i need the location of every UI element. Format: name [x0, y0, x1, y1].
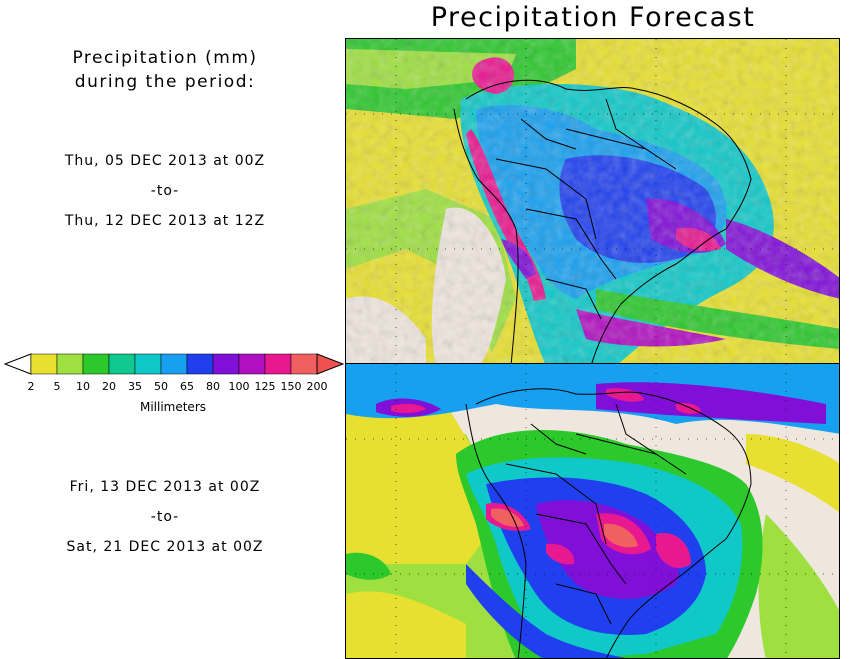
colorbar-tick-label: 35	[128, 380, 142, 393]
map-panel-period1	[345, 38, 840, 365]
colorbar-cell	[238, 353, 266, 375]
colorbar-tick-label: 100	[228, 380, 250, 393]
period2-end: Sat, 21 DEC 2013 at 00Z	[66, 539, 264, 555]
colorbar-cell	[264, 353, 292, 375]
period2-start: Fri, 13 DEC 2013 at 00Z	[69, 479, 261, 495]
colorbar-tick-label: 65	[180, 380, 194, 393]
colorbar-cell	[186, 353, 214, 375]
map-panel-period2	[345, 363, 840, 659]
colorbar-over-arrow	[316, 353, 345, 375]
colorbar	[3, 353, 345, 375]
colorbar-cell	[30, 353, 58, 375]
colorbar-cell	[134, 353, 162, 375]
colorbar-tick-label: 150	[280, 380, 302, 393]
colorbar-tick-label: 5	[53, 380, 61, 393]
colorbar-tick-label: 125	[254, 380, 276, 393]
colorbar-cell	[108, 353, 136, 375]
colorbar-tick-label: 80	[206, 380, 220, 393]
period2-separator: -to-	[150, 509, 180, 525]
period1-separator: -to-	[150, 183, 180, 199]
colorbar-under-arrow	[3, 353, 32, 375]
colorbar-cell	[56, 353, 84, 375]
colorbar-cell	[160, 353, 188, 375]
colorbar-cell	[290, 353, 318, 375]
colorbar-tick-label: 2	[27, 380, 35, 393]
colorbar-cell	[212, 353, 240, 375]
subtitle-line-1: Precipitation (mm)	[72, 48, 258, 68]
colorbar-tick-label: 50	[154, 380, 168, 393]
colorbar-tick-label: 10	[76, 380, 90, 393]
subtitle-line-2: during the period:	[74, 72, 256, 92]
period1-end: Thu, 12 DEC 2013 at 12Z	[64, 213, 266, 229]
period1-start: Thu, 05 DEC 2013 at 00Z	[64, 153, 266, 169]
colorbar-tick-label: 200	[306, 380, 328, 393]
page-title: Precipitation Forecast	[430, 2, 756, 33]
colorbar-cell	[82, 353, 110, 375]
colorbar-tick-label: 20	[102, 380, 116, 393]
colorbar-label: Millimeters	[139, 400, 207, 414]
